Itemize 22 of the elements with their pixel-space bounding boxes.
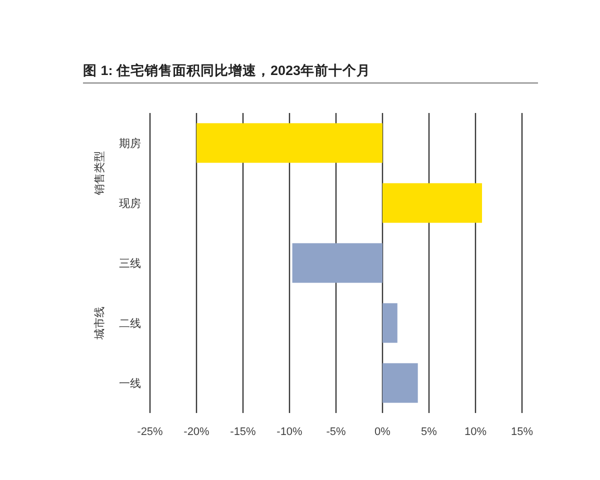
x-tick-label: -25% [137,426,164,438]
text: 城市线 [93,306,106,340]
chart-title: 图 1: 住宅销售面积同比增速，2023年前十个月 [83,62,371,78]
x-tick-label: -10% [276,426,303,438]
y-tick-label: 期房 [119,137,141,150]
x-tick-label: 10% [464,426,487,438]
x-tick-label: 5% [421,426,438,438]
text: 销售类型 [93,151,106,196]
bar [292,243,382,283]
y-tick-label: 三线 [119,257,141,270]
y-tick-label: 现房 [119,197,141,210]
x-tick-label: -5% [326,426,346,438]
y-tick-label: 一线 [119,377,141,390]
x-tick-label: 15% [510,426,534,438]
x-tick-label: -20% [184,426,210,438]
bar [382,183,482,223]
bar [382,363,418,403]
x-tick-label: -15% [230,426,256,438]
bar [382,303,398,343]
bar [196,123,382,163]
y-tick-label: 二线 [119,317,141,330]
x-tick-label: 0% [374,426,391,438]
